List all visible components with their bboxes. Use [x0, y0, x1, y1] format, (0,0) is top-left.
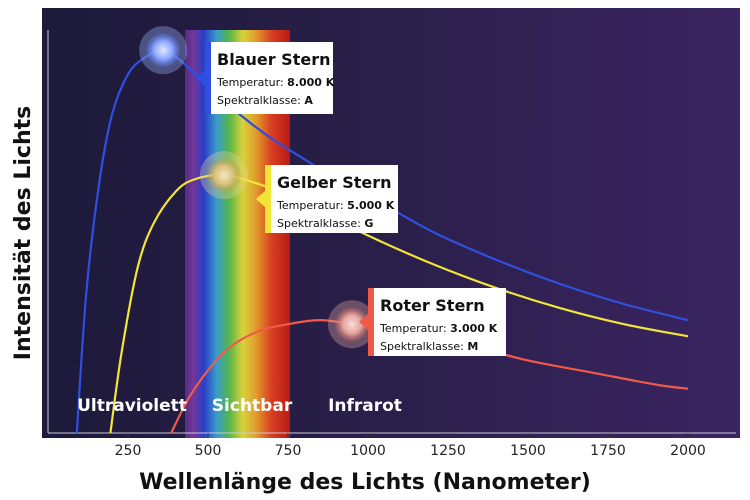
x-tick-label-4: 1250 [430, 443, 466, 459]
star-card-2: Roter Stern Temperatur: 3.000 K Spektralkl… [359, 288, 506, 356]
region-label-1: Sichtbar [212, 396, 293, 416]
x-tick-label-3: 1000 [350, 443, 386, 459]
card-accent-1 [265, 165, 271, 233]
x-tick-label-2: 750 [275, 443, 302, 459]
x-tick-label-5: 1500 [510, 443, 546, 459]
star-card-1: Gelber Stern Temperatur: 5.000 K Spektralk… [256, 165, 398, 233]
card-pointer-1 [256, 191, 265, 207]
card-title-1: Gelber Stern [277, 173, 392, 192]
x-tick-label-1: 500 [195, 443, 222, 459]
card-box-0 [205, 42, 333, 114]
card-pointer-0 [196, 70, 205, 86]
card-box-1 [265, 165, 398, 233]
card-temperature-2: Temperatur: 3.000 K [379, 322, 498, 335]
card-accent-2 [368, 288, 374, 356]
card-accent-0 [205, 42, 211, 114]
region-label-0: Ultraviolett [77, 396, 187, 416]
star-marker-1 [207, 158, 241, 193]
x-tick-label-6: 1750 [590, 443, 626, 459]
card-title-2: Roter Stern [380, 296, 485, 315]
card-temperature-1: Temperatur: 5.000 K [276, 199, 395, 212]
card-temperature-0: Temperatur: 8.000 K [216, 76, 335, 89]
card-box-2 [368, 288, 506, 356]
card-pointer-2 [359, 314, 368, 330]
region-label-2: Infrarot [328, 396, 402, 416]
card-title-0: Blauer Stern [217, 50, 330, 69]
star-card-0: Blauer Stern Temperatur: 8.000 K Spektralk… [196, 42, 335, 114]
x-tick-label-0: 250 [115, 443, 142, 459]
card-spectral-class-2: Spektralklasse: M [380, 340, 478, 353]
card-spectral-class-1: Spektralklasse: G [277, 217, 373, 230]
x-axis-label: Wellenlänge des Lichts (Nanometer) [139, 470, 591, 495]
x-tick-label-7: 2000 [670, 443, 706, 459]
card-spectral-class-0: Spektralklasse: A [217, 94, 313, 107]
y-axis-label: Intensität des Lichts [11, 106, 36, 360]
star-marker-2 [335, 307, 369, 342]
star-marker-0 [146, 33, 181, 68]
